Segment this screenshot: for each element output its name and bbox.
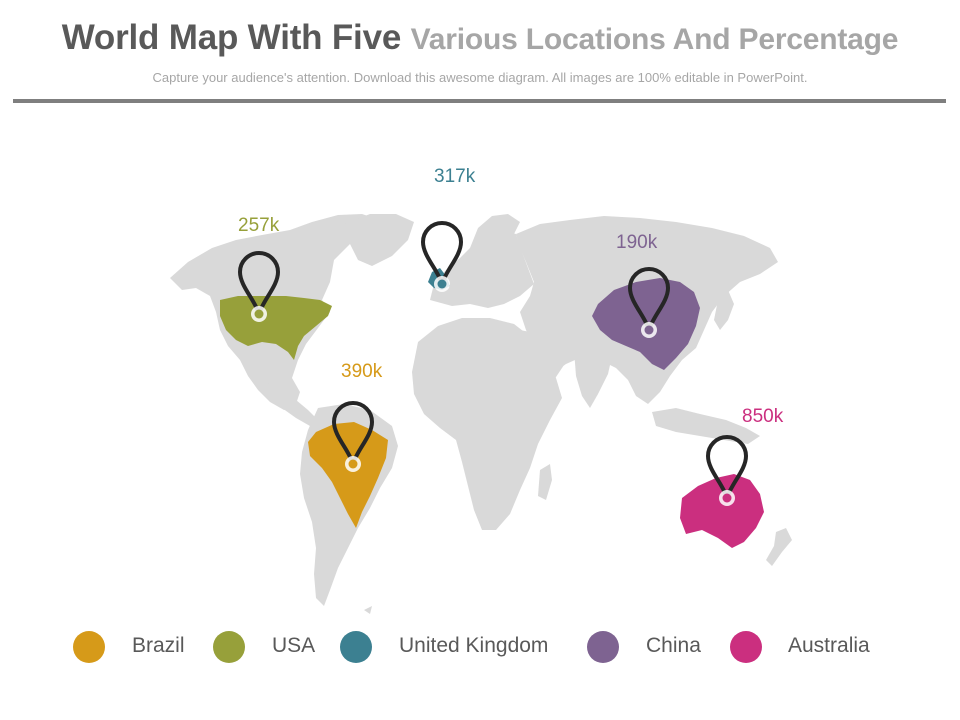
usa-value-label: 257k <box>238 215 280 236</box>
brazil-map-pin-icon[interactable] <box>332 401 374 472</box>
india-shape <box>574 348 612 408</box>
brazil-region[interactable] <box>308 422 388 528</box>
usa-map-pin-icon[interactable] <box>238 251 280 322</box>
europe-shape <box>430 230 534 308</box>
page-subtitle: Capture your audience's attention. Downl… <box>152 70 808 85</box>
map-pins <box>238 221 748 506</box>
legend-label-brazil: Brazil <box>132 634 185 657</box>
south-tip-shape <box>364 606 372 614</box>
australia-value-label: 850k <box>742 406 784 427</box>
new-zealand-shape <box>766 528 792 566</box>
greenland-shape <box>344 214 414 266</box>
usa-region[interactable] <box>220 296 332 360</box>
australia-map-pin-icon[interactable] <box>706 435 748 506</box>
china-map-pin-icon[interactable] <box>628 267 670 338</box>
se-asia-islands-shape <box>652 408 760 444</box>
legend-label-china: China <box>646 634 701 657</box>
brazil-value-label: 390k <box>341 361 383 382</box>
legend-swatch-australia <box>730 631 762 663</box>
africa-shape <box>412 318 562 530</box>
madagascar-shape <box>538 464 552 500</box>
map-land <box>170 214 792 614</box>
china-value-label: 190k <box>616 232 658 253</box>
central-america-shape <box>262 380 318 426</box>
uk-map-pin-icon[interactable] <box>421 221 463 292</box>
legend-swatch-uk <box>340 631 372 663</box>
japan-shape <box>714 290 734 330</box>
legend-swatch-usa <box>213 631 245 663</box>
title-rest: Various Locations And Percentage <box>410 23 899 56</box>
legend-swatch-china <box>587 631 619 663</box>
title-main: World Map With Five <box>61 18 402 57</box>
page-title: World Map With Five Various Locations An… <box>0 18 960 58</box>
australia-region[interactable] <box>680 474 764 548</box>
scandinavia-shape <box>470 214 520 254</box>
legend-label-uk: United Kingdom <box>399 634 549 657</box>
highlighted-countries <box>220 268 764 548</box>
uk-value-label: 317k <box>434 166 476 187</box>
header-divider <box>13 99 946 103</box>
arabia-shape <box>520 330 566 384</box>
legend-label-australia: Australia <box>788 634 870 657</box>
legend-label-usa: USA <box>272 634 316 657</box>
legend: Brazil USA United Kingdom China Australi… <box>0 628 960 668</box>
legend-swatch-brazil <box>73 631 105 663</box>
